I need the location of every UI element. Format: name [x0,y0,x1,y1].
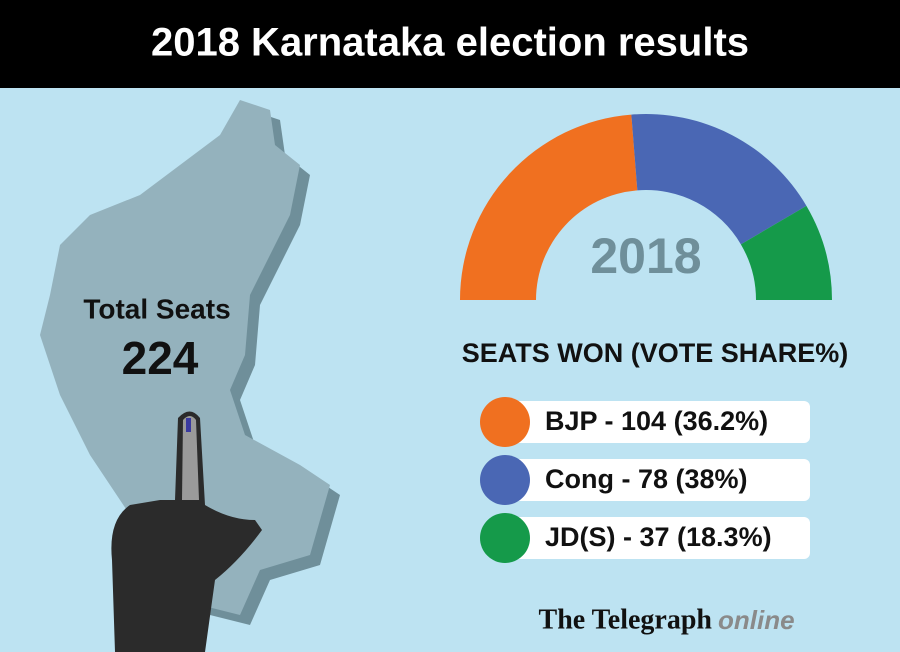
finger [182,416,199,500]
legend-pill [505,517,810,559]
pie-segment [631,114,807,245]
legend-title: SEATS WON (VOTE SHARE%) [462,338,849,368]
title-bar [0,0,900,88]
title: 2018 Karnataka election results [151,21,749,65]
total-label: Total Seats [83,293,230,324]
legend-label: Cong - 78 (38%) [545,464,748,494]
map [40,100,330,615]
legend-pill [505,401,810,443]
legend-label: BJP - 104 (36.2%) [545,406,768,436]
chart: BJP - 104 (36.2%) Cong - 78 (38%) JD(S) - … [460,114,832,563]
footer-brand: The Telegraph [539,604,713,635]
ink-mark [186,418,191,432]
legend-label: JD(S) - 37 (18.3%) [545,522,772,552]
pie-segment [460,114,638,301]
legend-pill [505,459,810,501]
center-label: 2018 [590,228,701,284]
pie-segment [740,205,832,300]
footer-suffix: online [718,605,795,635]
legend-swatch [480,513,530,563]
voting-hand [111,411,262,652]
total-value: 224 [122,332,199,384]
legend-swatch [480,397,530,447]
legend-swatch [480,455,530,505]
